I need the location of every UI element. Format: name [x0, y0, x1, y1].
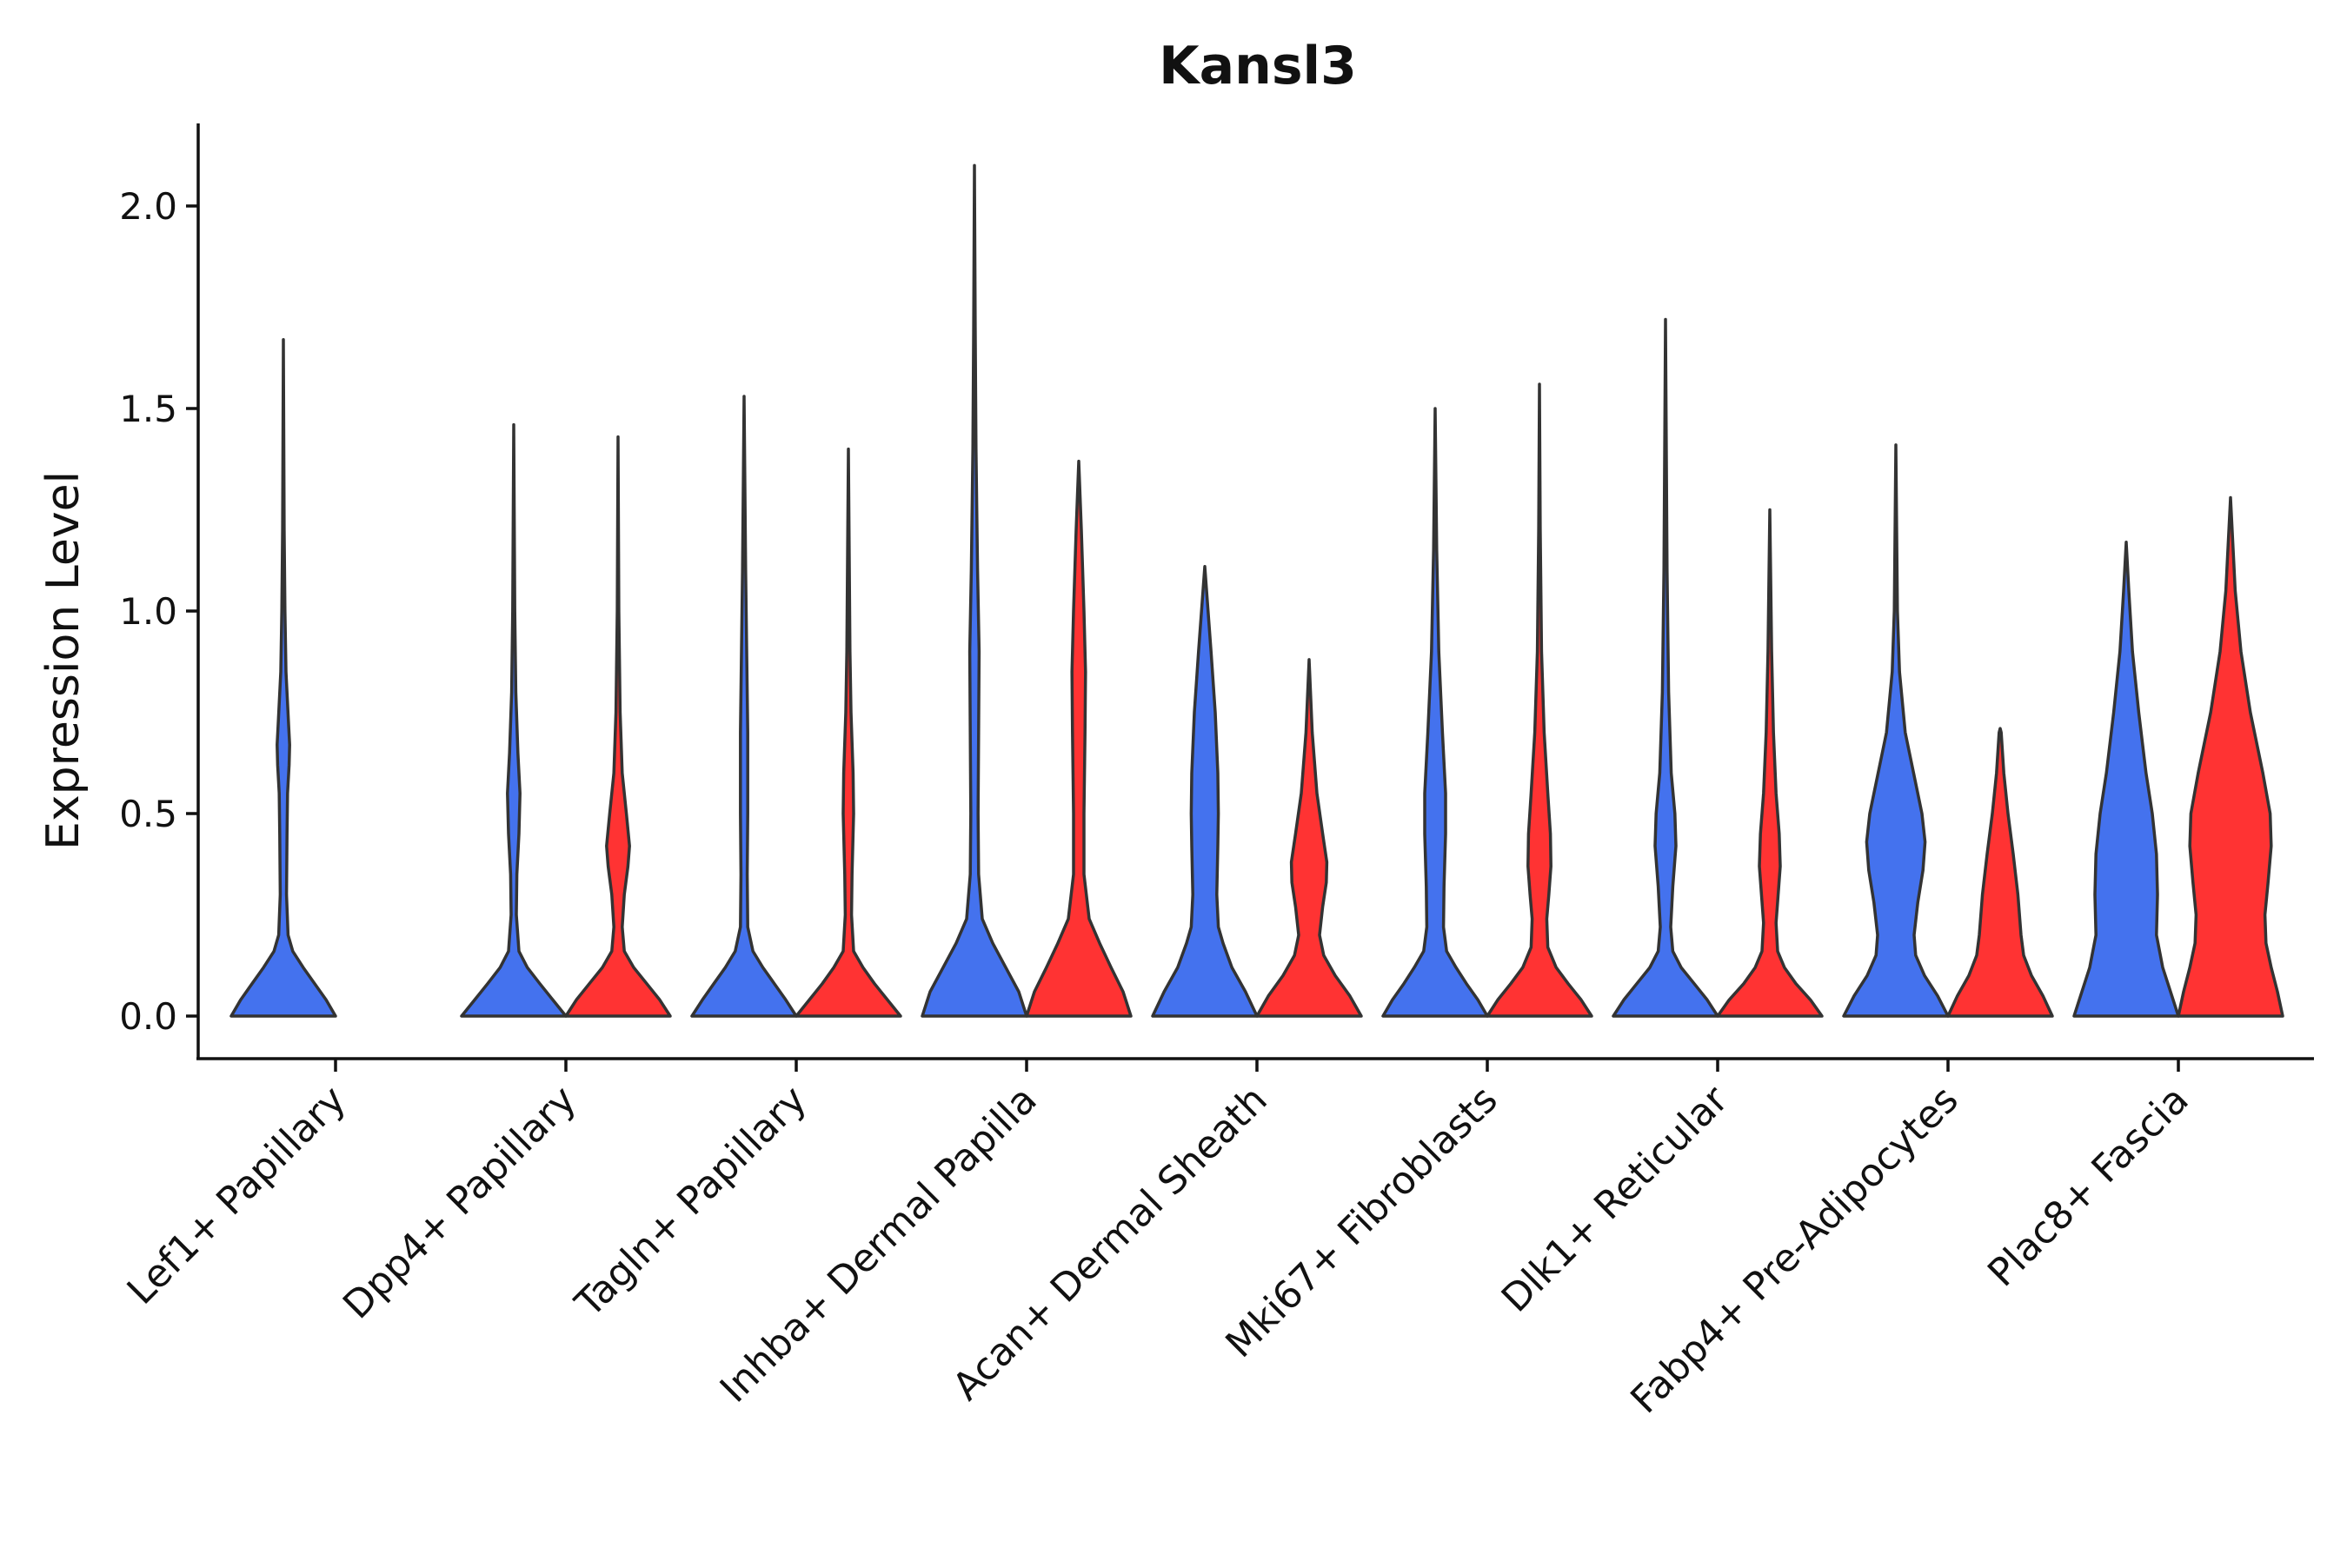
- x-tick-label: Dlk1+ Reticular: [1493, 1077, 1738, 1321]
- violin-group: [229, 163, 2284, 1018]
- violin-2-group2: [564, 435, 672, 1018]
- violin-4-group2: [1025, 459, 1133, 1018]
- violin-8-group2: [1946, 727, 2054, 1018]
- x-tick-label: Lef1+ Papillary: [119, 1078, 355, 1313]
- violin-5-group2: [1255, 658, 1363, 1018]
- y-tick-label: 0.5: [119, 793, 177, 835]
- violin-5-group1: [1151, 564, 1259, 1018]
- violin-9-group1: [2072, 541, 2180, 1018]
- chart-title: Kansl3: [1159, 36, 1357, 96]
- y-tick-label: 1.5: [119, 388, 177, 430]
- y-tick-label: 1.0: [119, 590, 177, 633]
- violin-6-group1: [1381, 407, 1489, 1018]
- x-tick-label: Plac8+ Fascia: [1979, 1078, 2197, 1296]
- y-tick-label: 2.0: [119, 185, 177, 228]
- violin-4-group1: [921, 163, 1028, 1018]
- violin-3-group2: [795, 447, 902, 1018]
- y-tick-label: 0.0: [119, 995, 177, 1038]
- violin-1-group1: [229, 338, 337, 1018]
- x-tick-label: Tagln+ Papillary: [567, 1078, 815, 1326]
- violin-6-group2: [1486, 382, 1593, 1018]
- y-axis-label: Expression Level: [37, 471, 90, 850]
- x-tick-label: Dpp4+ Papillary: [335, 1078, 585, 1328]
- violin-2-group1: [460, 422, 568, 1018]
- violin-3-group1: [690, 395, 798, 1018]
- violin-7-group2: [1716, 508, 1824, 1018]
- y-axis-ticks: 0.0 0.5 1.0 1.5 2.0: [119, 185, 198, 1038]
- violin-9-group2: [2177, 495, 2284, 1018]
- violin-8-group1: [1842, 443, 1950, 1018]
- violin-7-group1: [1612, 317, 1719, 1018]
